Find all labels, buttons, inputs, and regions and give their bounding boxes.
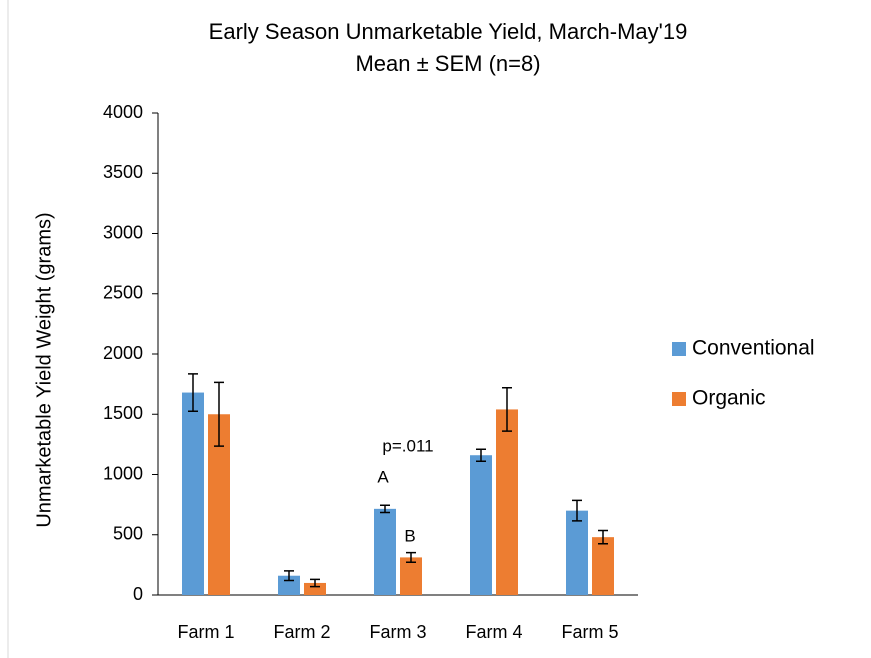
bar bbox=[208, 414, 230, 595]
y-tick-label: 1500 bbox=[103, 403, 143, 423]
annotation: p=.011 bbox=[382, 436, 433, 455]
bar bbox=[374, 508, 396, 595]
error-bar bbox=[502, 386, 512, 432]
chart-subtitle: Mean ± SEM (n=8) bbox=[355, 51, 540, 76]
x-tick-label: Farm 4 bbox=[465, 622, 522, 642]
y-tick-label: 0 bbox=[133, 584, 143, 604]
bar bbox=[182, 392, 204, 595]
error-bar bbox=[380, 504, 390, 514]
y-tick-label: 1000 bbox=[103, 463, 143, 483]
bar bbox=[304, 582, 326, 595]
error-bar bbox=[406, 551, 416, 563]
error-bar bbox=[310, 578, 320, 588]
y-tick-label: 4000 bbox=[103, 102, 143, 122]
chart-title: Early Season Unmarketable Yield, March-M… bbox=[209, 19, 688, 44]
error-bar bbox=[598, 529, 608, 545]
y-tick-label: 500 bbox=[113, 524, 143, 544]
error-bar bbox=[188, 373, 198, 412]
x-tick-label: Farm 2 bbox=[273, 622, 330, 642]
annotation: B bbox=[404, 526, 415, 545]
bar bbox=[400, 557, 422, 595]
error-bar bbox=[284, 570, 294, 582]
y-tick-label: 3500 bbox=[103, 162, 143, 182]
x-tick-label: Farm 3 bbox=[369, 622, 426, 642]
bar bbox=[278, 575, 300, 595]
y-tick-label: 2500 bbox=[103, 283, 143, 303]
x-tick-label: Farm 1 bbox=[177, 622, 234, 642]
legend-label: Organic bbox=[692, 387, 766, 410]
bar bbox=[470, 455, 492, 595]
error-bar bbox=[476, 448, 486, 462]
y-axis-label: Unmarketable Yield Weight (grams) bbox=[33, 212, 55, 527]
y-tick-label: 3000 bbox=[103, 222, 143, 242]
error-bar bbox=[572, 499, 582, 522]
bar bbox=[592, 537, 614, 595]
bar bbox=[496, 409, 518, 595]
legend-swatch bbox=[672, 342, 686, 356]
annotation: A bbox=[377, 467, 389, 486]
legend-swatch bbox=[672, 392, 686, 406]
bar bbox=[566, 510, 588, 595]
error-bar bbox=[214, 381, 224, 447]
legend-label: Conventional bbox=[692, 337, 815, 360]
x-tick-label: Farm 5 bbox=[561, 622, 618, 642]
y-tick-label: 2000 bbox=[103, 343, 143, 363]
